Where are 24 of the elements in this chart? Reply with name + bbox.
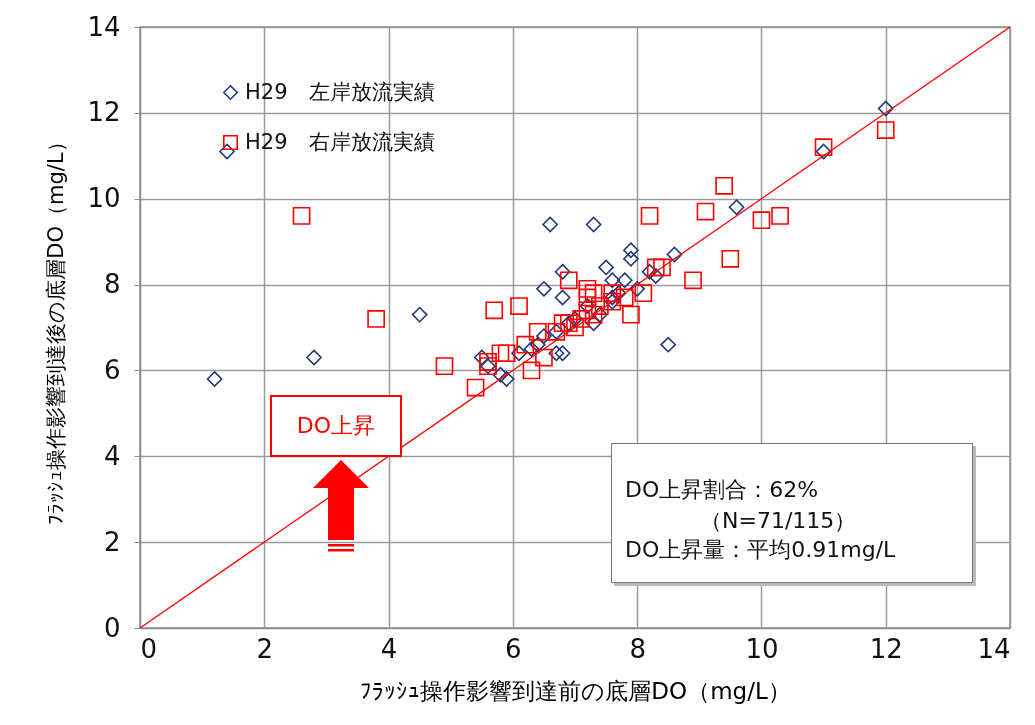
y-tick-label: 0 [103,612,121,643]
legend-label: H29 右岸放流実績 [245,129,435,154]
x-axis-title: ﾌﾗｯｼｭ操作影響到達前の底層DO（mg/L） [360,677,791,704]
y-tick-label: 10 [87,183,121,214]
y-tick-label: 12 [87,97,121,128]
y-tick-label: 4 [103,440,121,471]
y-tick-label: 6 [103,354,121,385]
y-axis-title: ﾌﾗｯｼｭ操作影響到達後の底層DO（mg/L） [44,131,69,525]
legend-label: H29 左岸放流実績 [245,79,435,104]
x-tick-label: 12 [869,633,903,664]
annotation: （N=71/115） [700,507,857,535]
x-tick-label: 6 [505,633,522,664]
x-tick-label: 14 [977,633,1011,664]
y-tick-label: 8 [103,269,121,300]
x-tick-label: 10 [745,633,779,664]
y-tick-label: 14 [87,11,121,42]
x-tick-label: 4 [380,633,398,664]
annotation: DO上昇割合：62% [625,476,819,504]
annotation: DO上昇量：平均0.91mg/L [625,536,896,564]
label-box: DO上昇 [270,395,402,457]
x-tick-label: 8 [629,633,646,664]
y-tick-label: 2 [103,526,121,557]
x-tick-label: 0 [140,633,158,664]
x-tick-label: 2 [256,633,274,664]
